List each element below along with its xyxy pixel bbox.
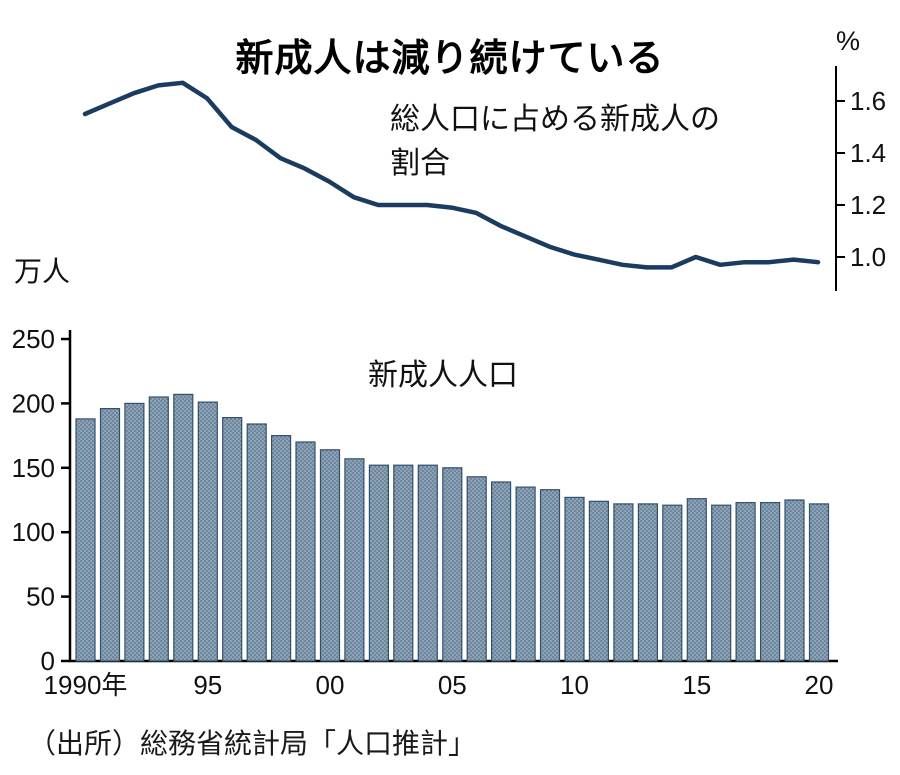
bar bbox=[319, 449, 341, 662]
chart-title: 新成人は減り続けている bbox=[235, 38, 665, 81]
bar bbox=[75, 418, 96, 662]
bar bbox=[442, 467, 463, 662]
bar bbox=[417, 464, 438, 662]
bar bbox=[393, 464, 414, 662]
bar-y-tick-label: 200 bbox=[12, 388, 55, 418]
bar bbox=[295, 441, 316, 662]
source-note: （出所）総務省統計局「人口推計」 bbox=[28, 728, 477, 759]
line-y-tick-label: 1.6 bbox=[850, 86, 886, 116]
bar bbox=[124, 402, 145, 662]
bar bbox=[735, 502, 756, 662]
bar bbox=[148, 396, 169, 662]
bar bbox=[344, 458, 365, 662]
bar-y-tick-label: 0 bbox=[41, 646, 55, 676]
bar-y-tick-label: 150 bbox=[12, 453, 55, 483]
line-y-tick-label: 1.0 bbox=[850, 242, 886, 272]
bar bbox=[222, 417, 243, 662]
bar-y-tick-label: 50 bbox=[26, 582, 55, 612]
bar bbox=[271, 435, 292, 662]
bar bbox=[808, 503, 830, 662]
bar bbox=[466, 476, 487, 662]
bar-x-tick-label: 20 bbox=[805, 670, 834, 700]
bar bbox=[368, 464, 389, 662]
line-series-label: 総人口に占める新成人の 割合 bbox=[390, 103, 720, 180]
bar bbox=[515, 486, 536, 662]
bar bbox=[711, 504, 732, 662]
bar-x-tick-label: 95 bbox=[193, 670, 222, 700]
bar bbox=[491, 481, 512, 662]
bar-y-tick-label: 250 bbox=[12, 324, 55, 354]
bar bbox=[564, 496, 585, 662]
bar bbox=[686, 498, 707, 662]
bar-axis-unit-label: 万人 bbox=[14, 256, 71, 287]
trend-line bbox=[82, 80, 821, 270]
bar-y-tick-label: 100 bbox=[12, 517, 55, 547]
bar-x-tick-label: 05 bbox=[438, 670, 467, 700]
bar bbox=[99, 408, 121, 662]
bar bbox=[173, 393, 194, 662]
bar bbox=[197, 401, 218, 662]
bar-series-label: 新成人人口 bbox=[368, 359, 518, 392]
bar-x-tick-label: 15 bbox=[682, 670, 711, 700]
bar bbox=[784, 499, 805, 662]
bar bbox=[637, 503, 659, 662]
line-y-tick-label: 1.2 bbox=[850, 190, 886, 220]
bar bbox=[759, 502, 781, 662]
bar bbox=[613, 503, 634, 662]
bar bbox=[662, 504, 683, 662]
bar-x-tick-label: 1990年 bbox=[44, 670, 128, 700]
bar bbox=[588, 500, 610, 662]
bar-x-tick-label: 10 bbox=[560, 670, 589, 700]
bar-x-tick-label: 00 bbox=[316, 670, 345, 700]
bar bbox=[246, 423, 267, 662]
bar bbox=[539, 489, 561, 662]
line-axis-unit-label: % bbox=[836, 26, 861, 56]
line-y-tick-label: 1.4 bbox=[850, 138, 886, 168]
